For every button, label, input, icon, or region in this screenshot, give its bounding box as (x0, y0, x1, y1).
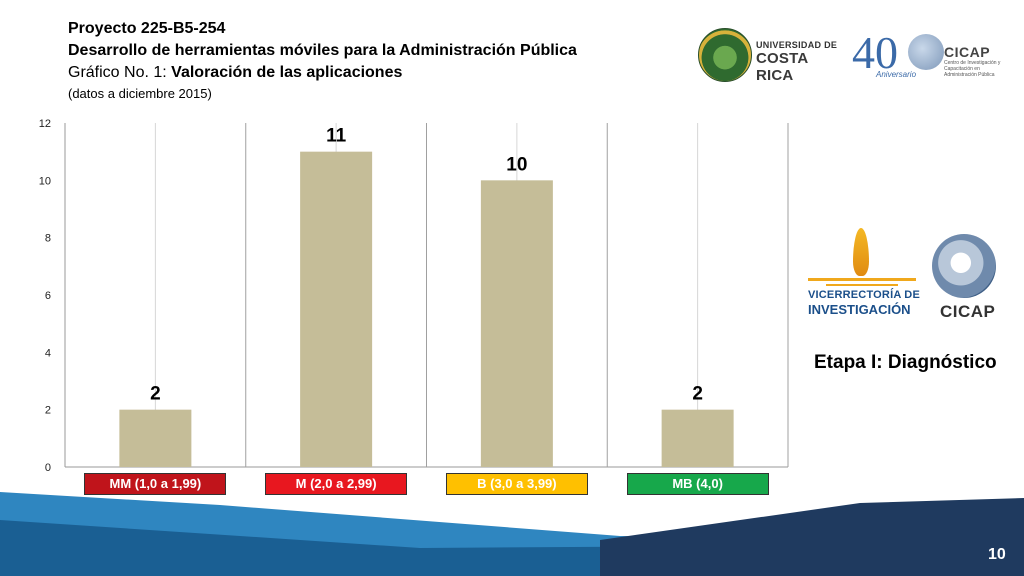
flame-icon (853, 228, 869, 276)
data-label: 11 (326, 126, 347, 147)
category-label: M (2,0 a 2,99) (265, 473, 408, 495)
chart-title: Valoración de las aplicaciones (171, 64, 403, 81)
project-subtitle: Desarrollo de herramientas móviles para … (68, 42, 577, 59)
project-title: Proyecto 225-B5-254 (68, 20, 226, 37)
cicap-name: CICAP (944, 44, 991, 60)
ucr-line1: UNIVERSIDAD DE (756, 40, 838, 50)
cicap-description: Centro de Investigación y Capacitación e… (944, 60, 1001, 78)
data-label: 10 (506, 154, 527, 175)
stage-label: Etapa I: Diagnóstico (814, 352, 997, 373)
y-tick-label: 0 (45, 462, 51, 474)
ucr-wordmark: UNIVERSIDAD DE COSTA RICA (756, 40, 846, 84)
vicerrectoria-logo: VICERRECTORÍA DE INVESTIGACIÓN (808, 228, 920, 318)
cicap-name-side: CICAP (940, 302, 996, 321)
chart-data-labels: 2 11 10 2 (150, 126, 703, 405)
data-note: (datos a diciembre 2015) (68, 86, 212, 101)
title-block: Proyecto 225-B5-254 Desarrollo de herram… (68, 18, 577, 104)
y-tick-label: 12 (39, 118, 51, 130)
anniversary-text: Aniversario (876, 70, 917, 79)
bar (300, 151, 373, 467)
vice-line2: INVESTIGACIÓN (808, 302, 911, 317)
bar (661, 409, 734, 467)
cicap-globe-icon (908, 34, 944, 70)
cicap-logo-top: CICAP Centro de Investigación y Capacita… (944, 44, 1006, 78)
vice-line1: VICERRECTORÍA DE (808, 289, 920, 301)
bar (480, 180, 553, 468)
anniversary-number: 40 (852, 27, 898, 78)
ucr-seal-icon (698, 28, 752, 82)
chart-prefix: Gráfico No. 1: (68, 64, 172, 81)
ucr-logo: UNIVERSIDAD DE COSTA RICA (698, 28, 846, 84)
chart-y-ticks: 0 2 4 6 8 10 12 (39, 118, 51, 474)
data-label: 2 (150, 384, 161, 405)
category-label: B (3,0 a 3,99) (445, 473, 588, 495)
ucr-line2: COSTA RICA (756, 50, 808, 84)
data-label: 2 (692, 384, 703, 405)
category-label: MM (1,0 a 1,99) (84, 473, 227, 495)
y-tick-label: 6 (45, 290, 51, 302)
cicap-logo-side: CICAP (928, 234, 1006, 326)
anniversary-logo: 40 Aniversario (852, 27, 916, 82)
y-tick-label: 8 (45, 233, 51, 245)
vice-divider-line-short (826, 284, 898, 286)
bar (119, 409, 192, 467)
category-label: MB (4,0) (626, 473, 769, 495)
y-tick-label: 4 (45, 347, 51, 359)
y-tick-label: 10 (39, 175, 51, 187)
chart-bars (119, 151, 734, 468)
y-tick-label: 2 (45, 405, 51, 417)
cicap-globe-people-icon (932, 234, 996, 298)
page-number: 10 (988, 546, 1006, 563)
vice-divider-line (808, 278, 916, 281)
chart-heading: Gráfico No. 1: Valoración de las aplicac… (68, 62, 577, 84)
footer-dark-shape (600, 498, 1024, 576)
